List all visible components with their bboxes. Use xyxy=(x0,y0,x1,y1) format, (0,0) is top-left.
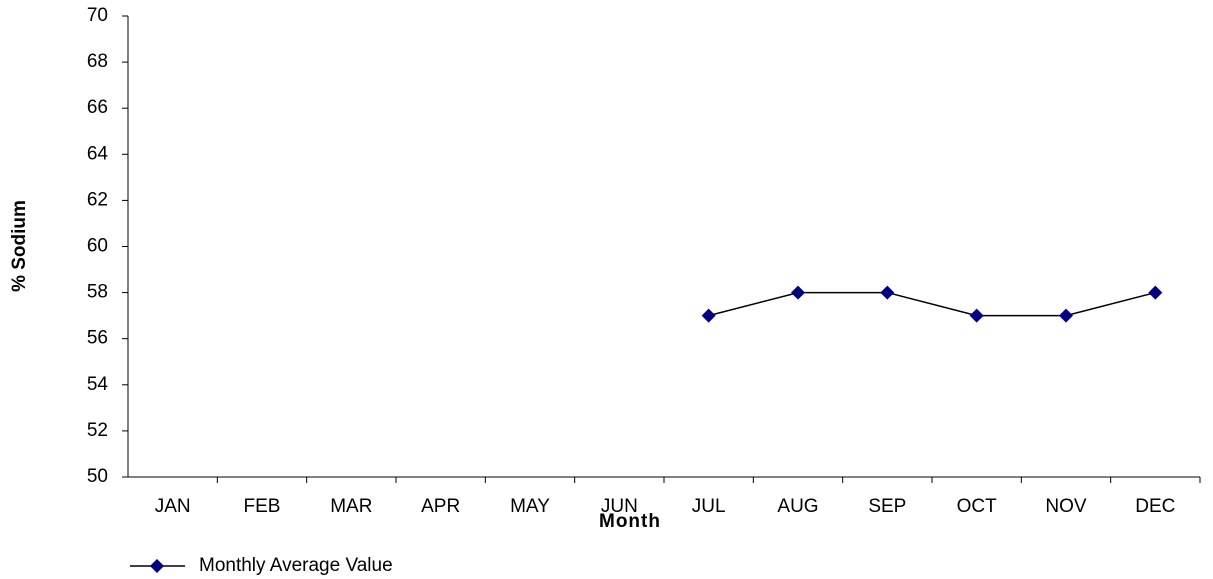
y-tick-label: 64 xyxy=(87,143,109,164)
y-tick-label: 50 xyxy=(87,466,108,487)
y-tick-label: 60 xyxy=(87,236,108,257)
x-tick-label: MAR xyxy=(330,496,372,517)
series-line xyxy=(708,291,1156,317)
legend-label: Monthly Average Value xyxy=(199,555,393,576)
marker xyxy=(701,308,716,323)
x-tick-label: AUG xyxy=(777,496,818,517)
x-tick-label: JUL xyxy=(692,496,726,517)
x-tick-label: JUN xyxy=(601,496,638,517)
x-tick-label: JAN xyxy=(155,496,191,517)
x-tick-label: SEP xyxy=(868,496,906,517)
y-tick-label: 54 xyxy=(87,374,109,395)
y-tick-label: 58 xyxy=(87,282,108,303)
marker xyxy=(1148,285,1163,300)
y-axis-title: % Sodium xyxy=(9,200,30,292)
x-tick-label: NOV xyxy=(1045,496,1087,517)
marker xyxy=(791,285,805,300)
y-tick-label: 52 xyxy=(87,420,108,441)
x-tick-label: OCT xyxy=(957,496,998,517)
x-tick-label: MAY xyxy=(510,496,550,517)
legend-marker xyxy=(150,559,164,573)
marker xyxy=(1059,308,1073,323)
x-tick-label: DEC xyxy=(1135,496,1175,517)
y-tick-label: 62 xyxy=(87,189,108,210)
y-tick-label: 66 xyxy=(87,97,108,118)
x-tick-label: APR xyxy=(421,496,460,517)
y-tick-label: 56 xyxy=(87,328,108,349)
y-tick-label: 70 xyxy=(87,5,108,26)
x-tick-label: FEB xyxy=(244,496,281,517)
x-axis-title: Month xyxy=(599,511,661,532)
marker xyxy=(880,285,895,300)
marker xyxy=(969,308,984,323)
y-tick-label: 68 xyxy=(87,51,108,72)
